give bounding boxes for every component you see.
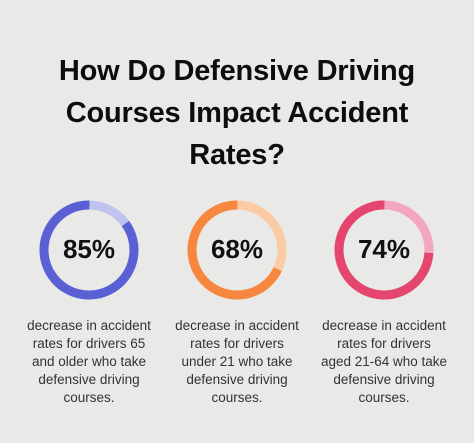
description-line: and older who take [31, 354, 147, 369]
page-title: How Do Defensive Driving Courses Impact … [0, 50, 474, 176]
description-line: decrease in accident [27, 318, 151, 333]
title-line: Courses Impact Accident [65, 97, 409, 129]
stat-percent: 74% [357, 234, 411, 264]
description-line: defensive driving [38, 372, 140, 387]
title-line: Rates? [189, 139, 285, 171]
description-line: defensive driving [186, 372, 288, 387]
title-line: How Do Defensive Driving [58, 55, 416, 87]
description-line: decrease in accident [175, 318, 299, 333]
donut-chart-under-21 [187, 200, 287, 300]
stat-percent: 68% [210, 234, 264, 264]
donut-value-arc [39, 200, 139, 300]
description-line: decrease in accident [322, 318, 446, 333]
description-line: rates for drivers [337, 336, 431, 351]
description-line: aged 21-64 who take [320, 354, 448, 369]
description-line: defensive driving [333, 372, 435, 387]
stat-description: decrease in accident rates for drivers u… [162, 317, 312, 407]
description-line: courses. [358, 390, 410, 405]
description-line: under 21 who take [181, 354, 293, 369]
stat-description: decrease in accident rates for drivers 6… [14, 317, 164, 407]
stat-percent: 85% [62, 234, 116, 264]
description-line: rates for drivers [190, 336, 284, 351]
description-line: courses. [63, 390, 115, 405]
stat-description: decrease in accident rates for drivers a… [309, 317, 459, 407]
description-line: rates for drivers 65 [32, 336, 146, 351]
donut-value-arc [334, 200, 434, 300]
donut-chart-21-64 [334, 200, 434, 300]
donut-chart-seniors [39, 200, 139, 300]
description-line: courses. [211, 390, 263, 405]
